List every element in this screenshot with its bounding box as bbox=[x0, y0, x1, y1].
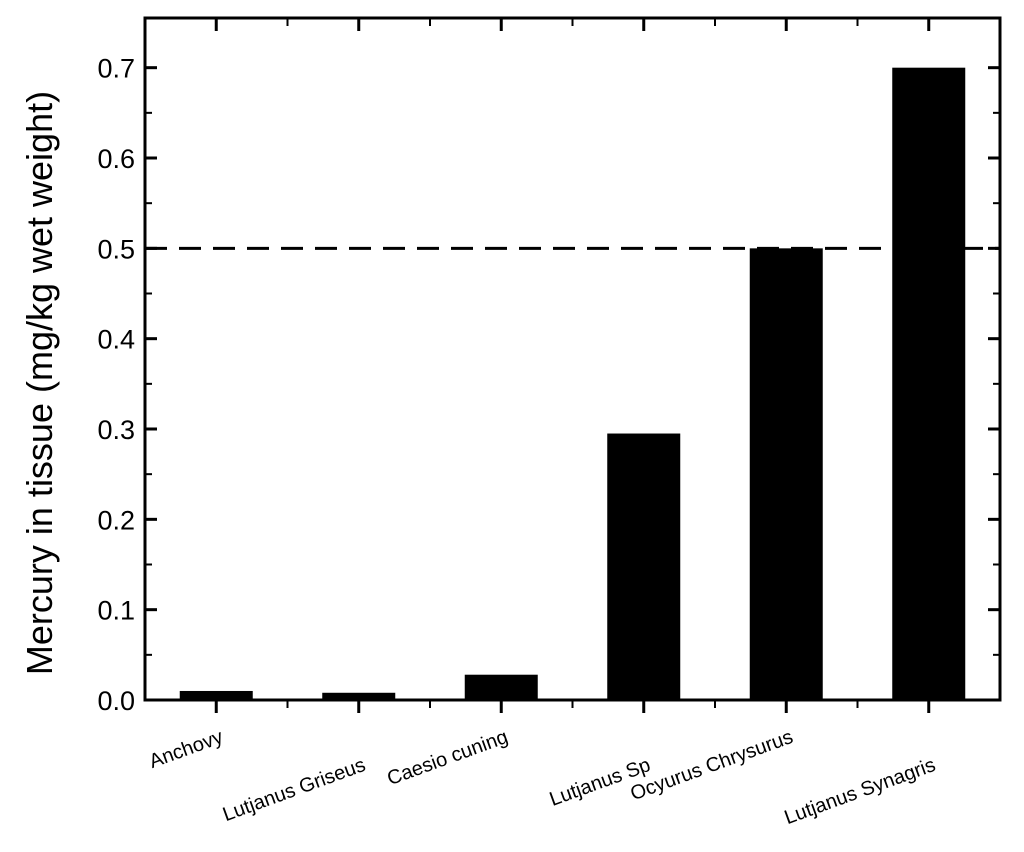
y-tick-label: 0.2 bbox=[97, 505, 135, 535]
y-tick-label: 0.7 bbox=[97, 54, 135, 84]
x-axis-ticks bbox=[214, 18, 931, 713]
x-category-label: Anchovy bbox=[146, 726, 226, 773]
bars-group bbox=[179, 67, 966, 701]
y-tick-label: 0.3 bbox=[97, 415, 135, 445]
x-category-label: Lutjanus Synagris bbox=[782, 754, 939, 829]
x-category-label: Ocyurus Chrysurus bbox=[628, 726, 796, 805]
y-tick-label: 0.1 bbox=[97, 596, 135, 626]
plot-frame bbox=[143, 16, 1002, 702]
bar-lutjanus-griseus bbox=[322, 692, 396, 700]
y-tick-label: 0.4 bbox=[97, 325, 135, 355]
y-tick-label: 0.6 bbox=[97, 144, 135, 174]
y-tick-label: 0.5 bbox=[97, 234, 135, 264]
x-category-label: Lutjanus Griseus bbox=[220, 754, 369, 826]
bar-lutjanus-synagris bbox=[892, 67, 966, 700]
bar-ocyurus-chrysurus bbox=[749, 248, 823, 701]
y-axis-title: Mercury in tissue (mg/kg wet weight) bbox=[19, 91, 60, 675]
bar-anchovy bbox=[179, 690, 253, 700]
x-category-label: Caesio cuning bbox=[384, 726, 511, 790]
bar-caesio-cuning bbox=[464, 674, 538, 700]
y-tick-label: 0.0 bbox=[97, 686, 135, 716]
bar-lutjanus-sp bbox=[607, 433, 681, 700]
y-axis-ticks: 0.0 0.1 0.2 0.3 0.4 0.5 0.6 0.7 bbox=[97, 54, 1000, 716]
